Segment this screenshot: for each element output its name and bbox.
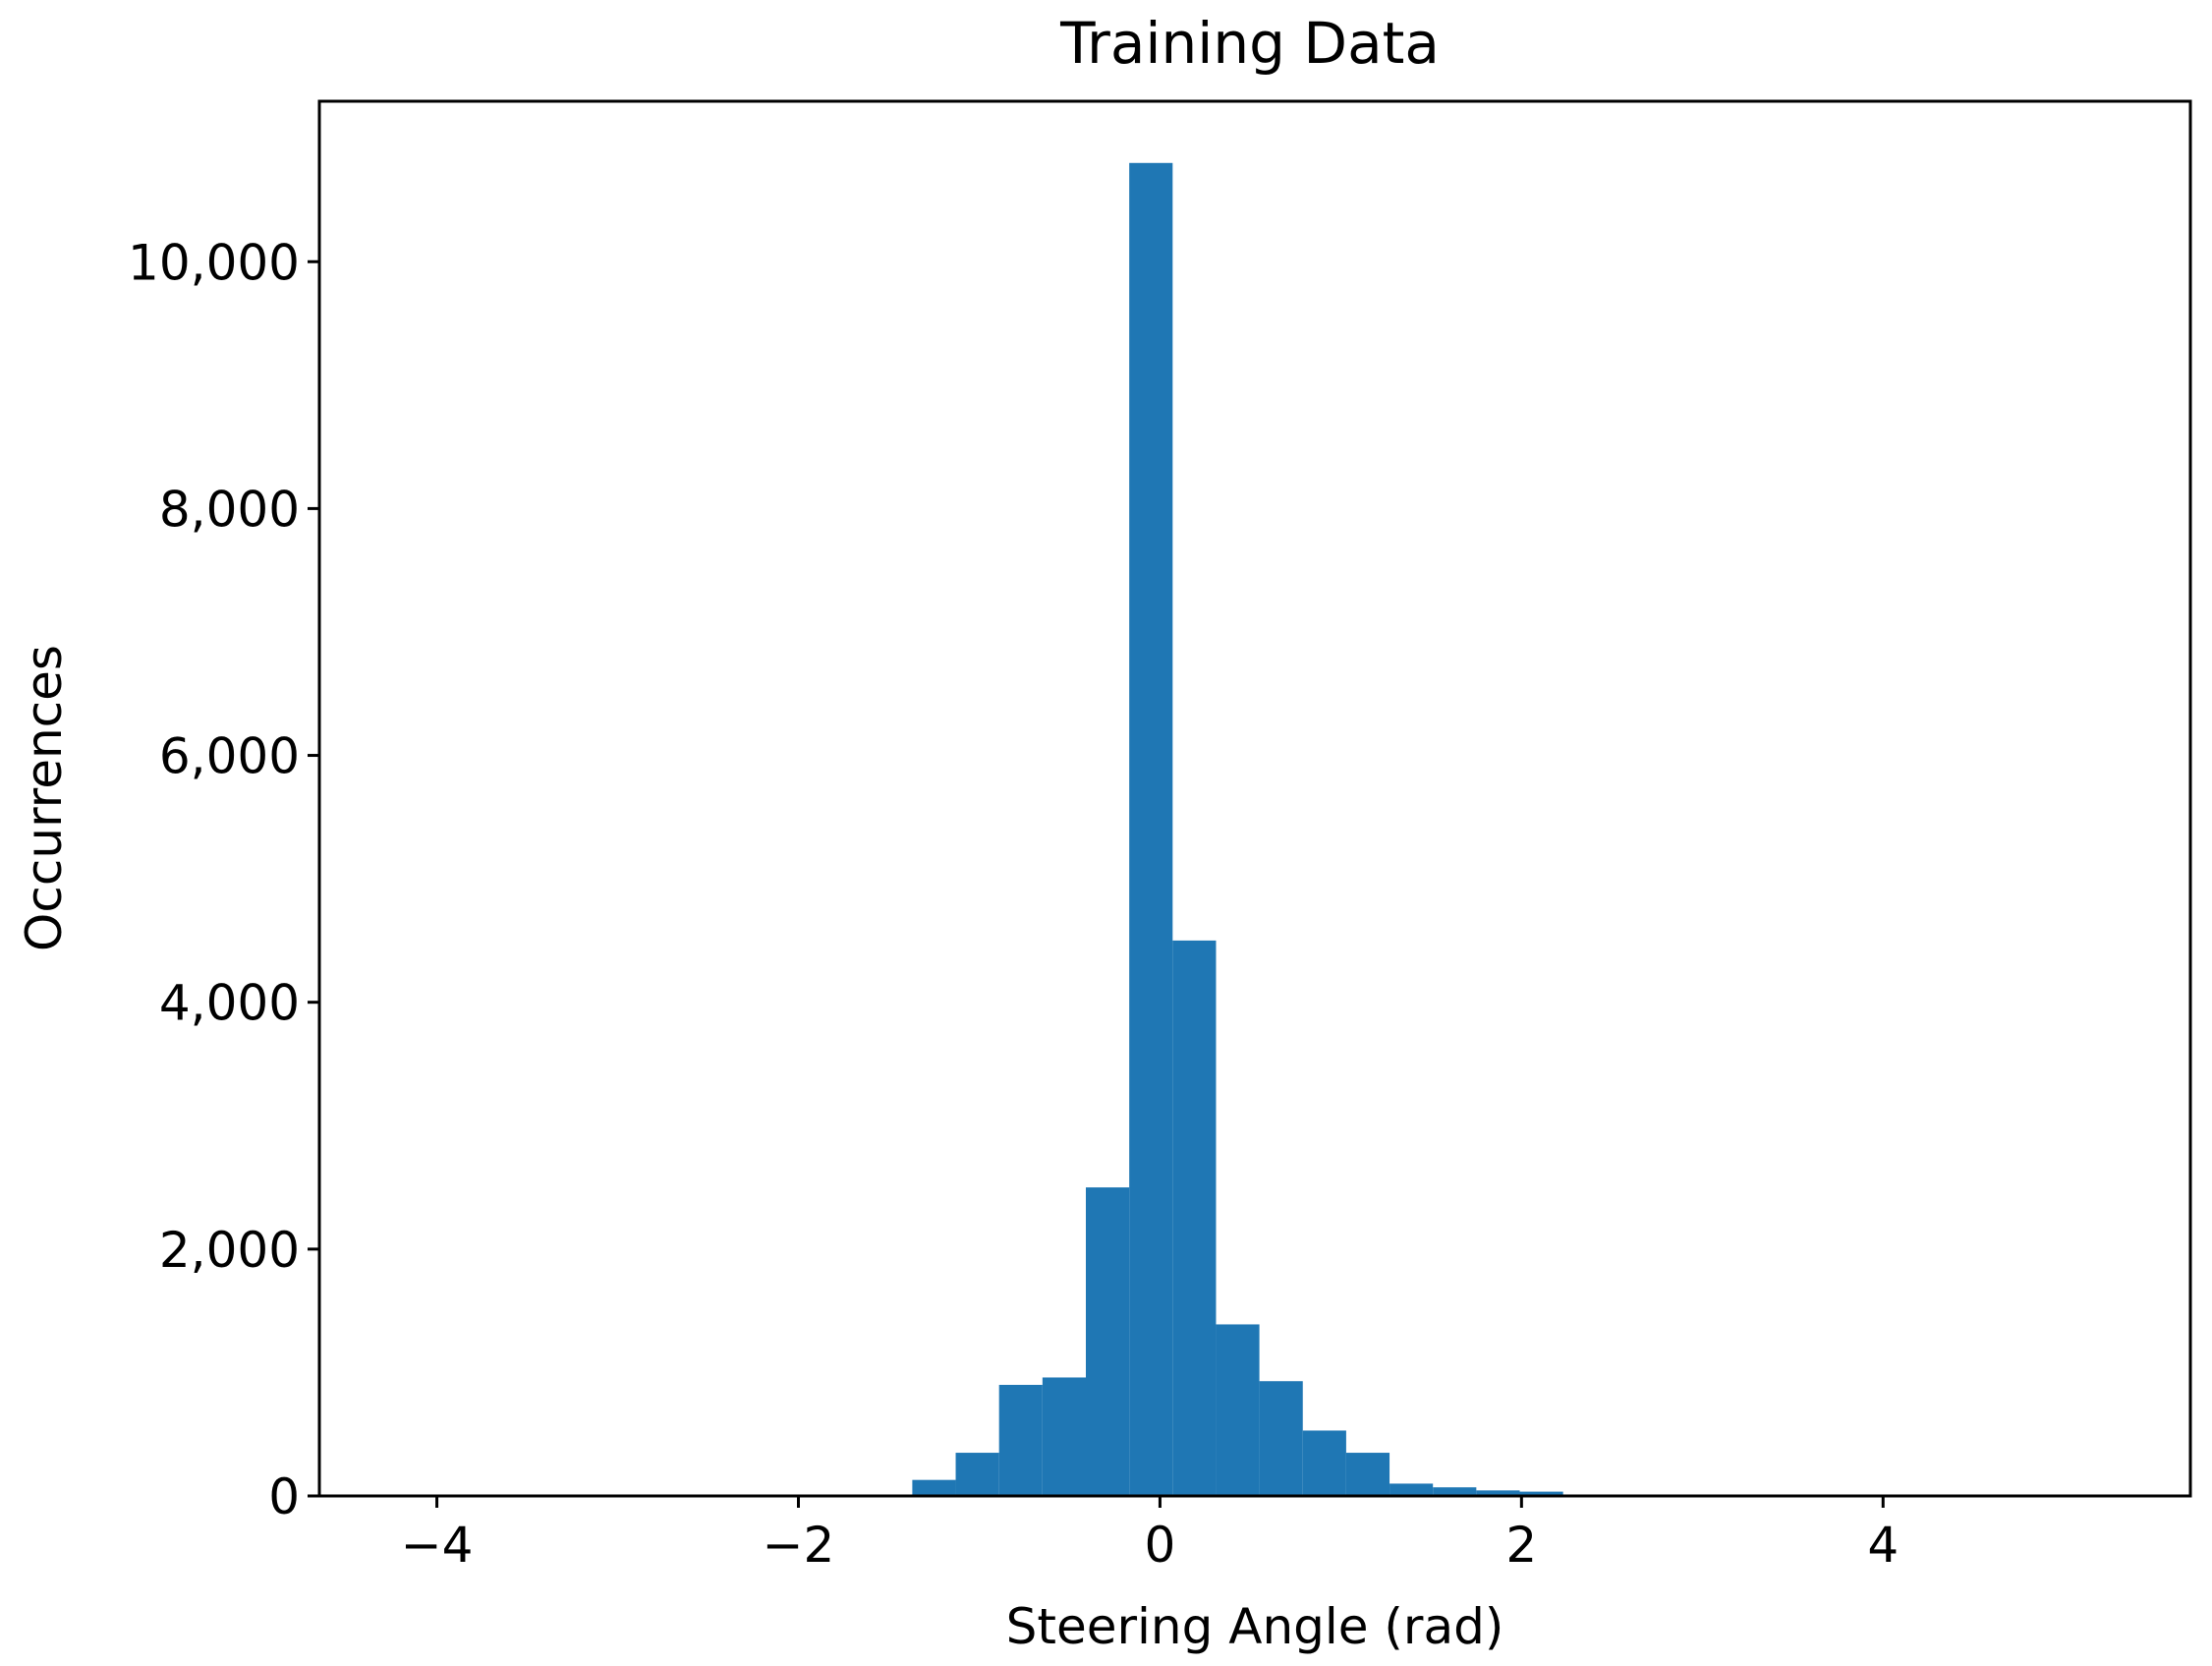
x-axis: −4 −2 0 2 4	[401, 1496, 1899, 1574]
x-tick-label-5: 4	[1867, 1517, 1899, 1574]
histogram-bar-13	[1433, 1487, 1477, 1496]
y-tick-label-6: 10,000	[128, 234, 300, 291]
plot-frame	[317, 99, 2192, 1498]
histogram-bar-6	[1129, 162, 1173, 1496]
histogram-bar-15	[1519, 1491, 1563, 1496]
histogram-bar-2	[955, 1453, 999, 1496]
x-axis-label: Steering Angle (rad)	[1006, 1598, 1504, 1655]
x-tick-label-3: 0	[1145, 1517, 1176, 1574]
histogram-bar-5	[1086, 1187, 1130, 1496]
x-tick-label-4: 2	[1505, 1517, 1537, 1574]
histogram-bar-3	[998, 1384, 1043, 1496]
bars-group	[912, 162, 1563, 1496]
y-tick-label-1: 0	[268, 1468, 300, 1525]
chart-title: Training Data	[1059, 10, 1440, 77]
histogram-bar-9	[1259, 1381, 1303, 1496]
histogram-bar-10	[1302, 1430, 1346, 1496]
histogram-bar-8	[1216, 1324, 1260, 1496]
histogram-bar-12	[1390, 1483, 1434, 1496]
y-tick-label-3: 4,000	[159, 975, 300, 1032]
y-axis: 0 2,000 4,000 6,000 8,000 10,000	[128, 234, 319, 1525]
histogram-bar-4	[1042, 1377, 1086, 1496]
histogram-bar-14	[1476, 1490, 1520, 1496]
y-tick-label-2: 2,000	[159, 1222, 300, 1279]
y-tick-label-5: 8,000	[159, 481, 300, 538]
histogram-bar-7	[1172, 940, 1217, 1496]
y-tick-label-4: 6,000	[159, 728, 300, 785]
x-tick-label-1: −4	[401, 1517, 474, 1574]
y-axis-label: Occurrences	[16, 645, 73, 951]
x-tick-label-2: −2	[763, 1517, 835, 1574]
histogram-bar-11	[1345, 1453, 1390, 1496]
histogram-bar-1	[912, 1479, 956, 1496]
